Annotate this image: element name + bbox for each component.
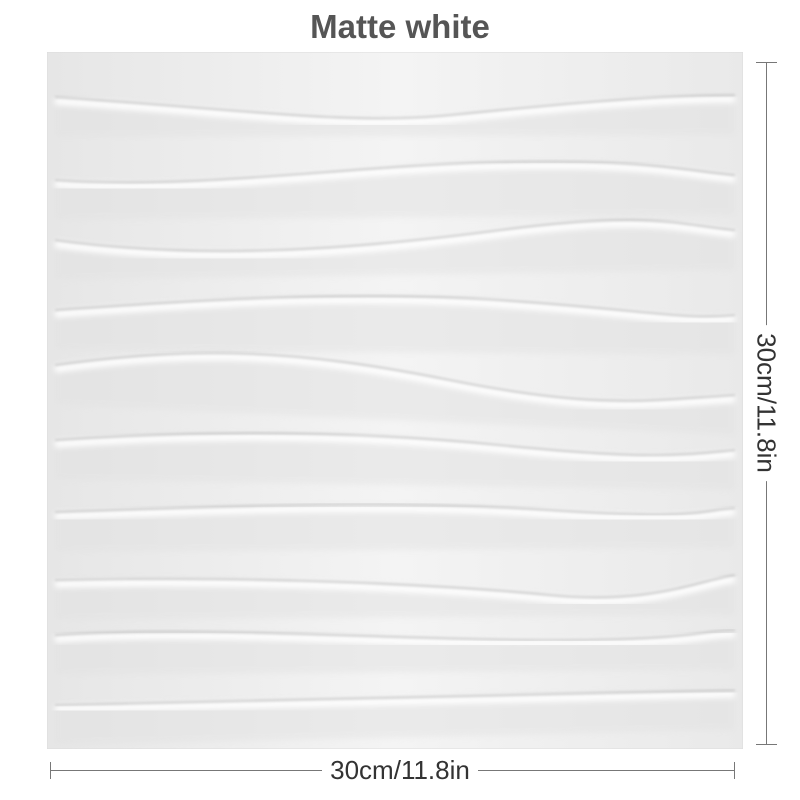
wave-highlight [54,433,736,463]
wave-ridge [54,689,736,706]
wave-ridge [54,432,736,456]
wave-ridge [54,94,736,120]
wave-highlight [54,575,736,605]
wave-ridge [54,219,736,252]
wave-shadow [55,219,735,280]
wave-shadow [55,161,735,220]
wave-highlight [54,504,736,522]
wave-ridge [54,574,736,599]
wave-shadow [55,353,735,435]
wave-highlight [54,161,736,190]
height-label: 30cm/11.8in [750,325,782,481]
wave-ridge [54,352,736,402]
wave-ridge [54,160,736,184]
wave-shadow [55,433,735,490]
wave-highlight [54,630,736,648]
wave-ridge [54,295,736,318]
width-label: 30cm/11.8in [322,755,478,785]
wave-highlight [54,220,736,259]
wave-ridge [54,503,736,516]
wave-ridge [54,629,736,641]
wave-panel-image [47,52,743,749]
wave-highlight [54,690,736,713]
width-label-wrap: 30cm/11.8in [0,755,800,786]
wave-highlight [54,296,736,324]
wave-highlight [54,95,736,126]
wave-highlight [54,353,736,409]
product-title: Matte white [310,8,490,45]
